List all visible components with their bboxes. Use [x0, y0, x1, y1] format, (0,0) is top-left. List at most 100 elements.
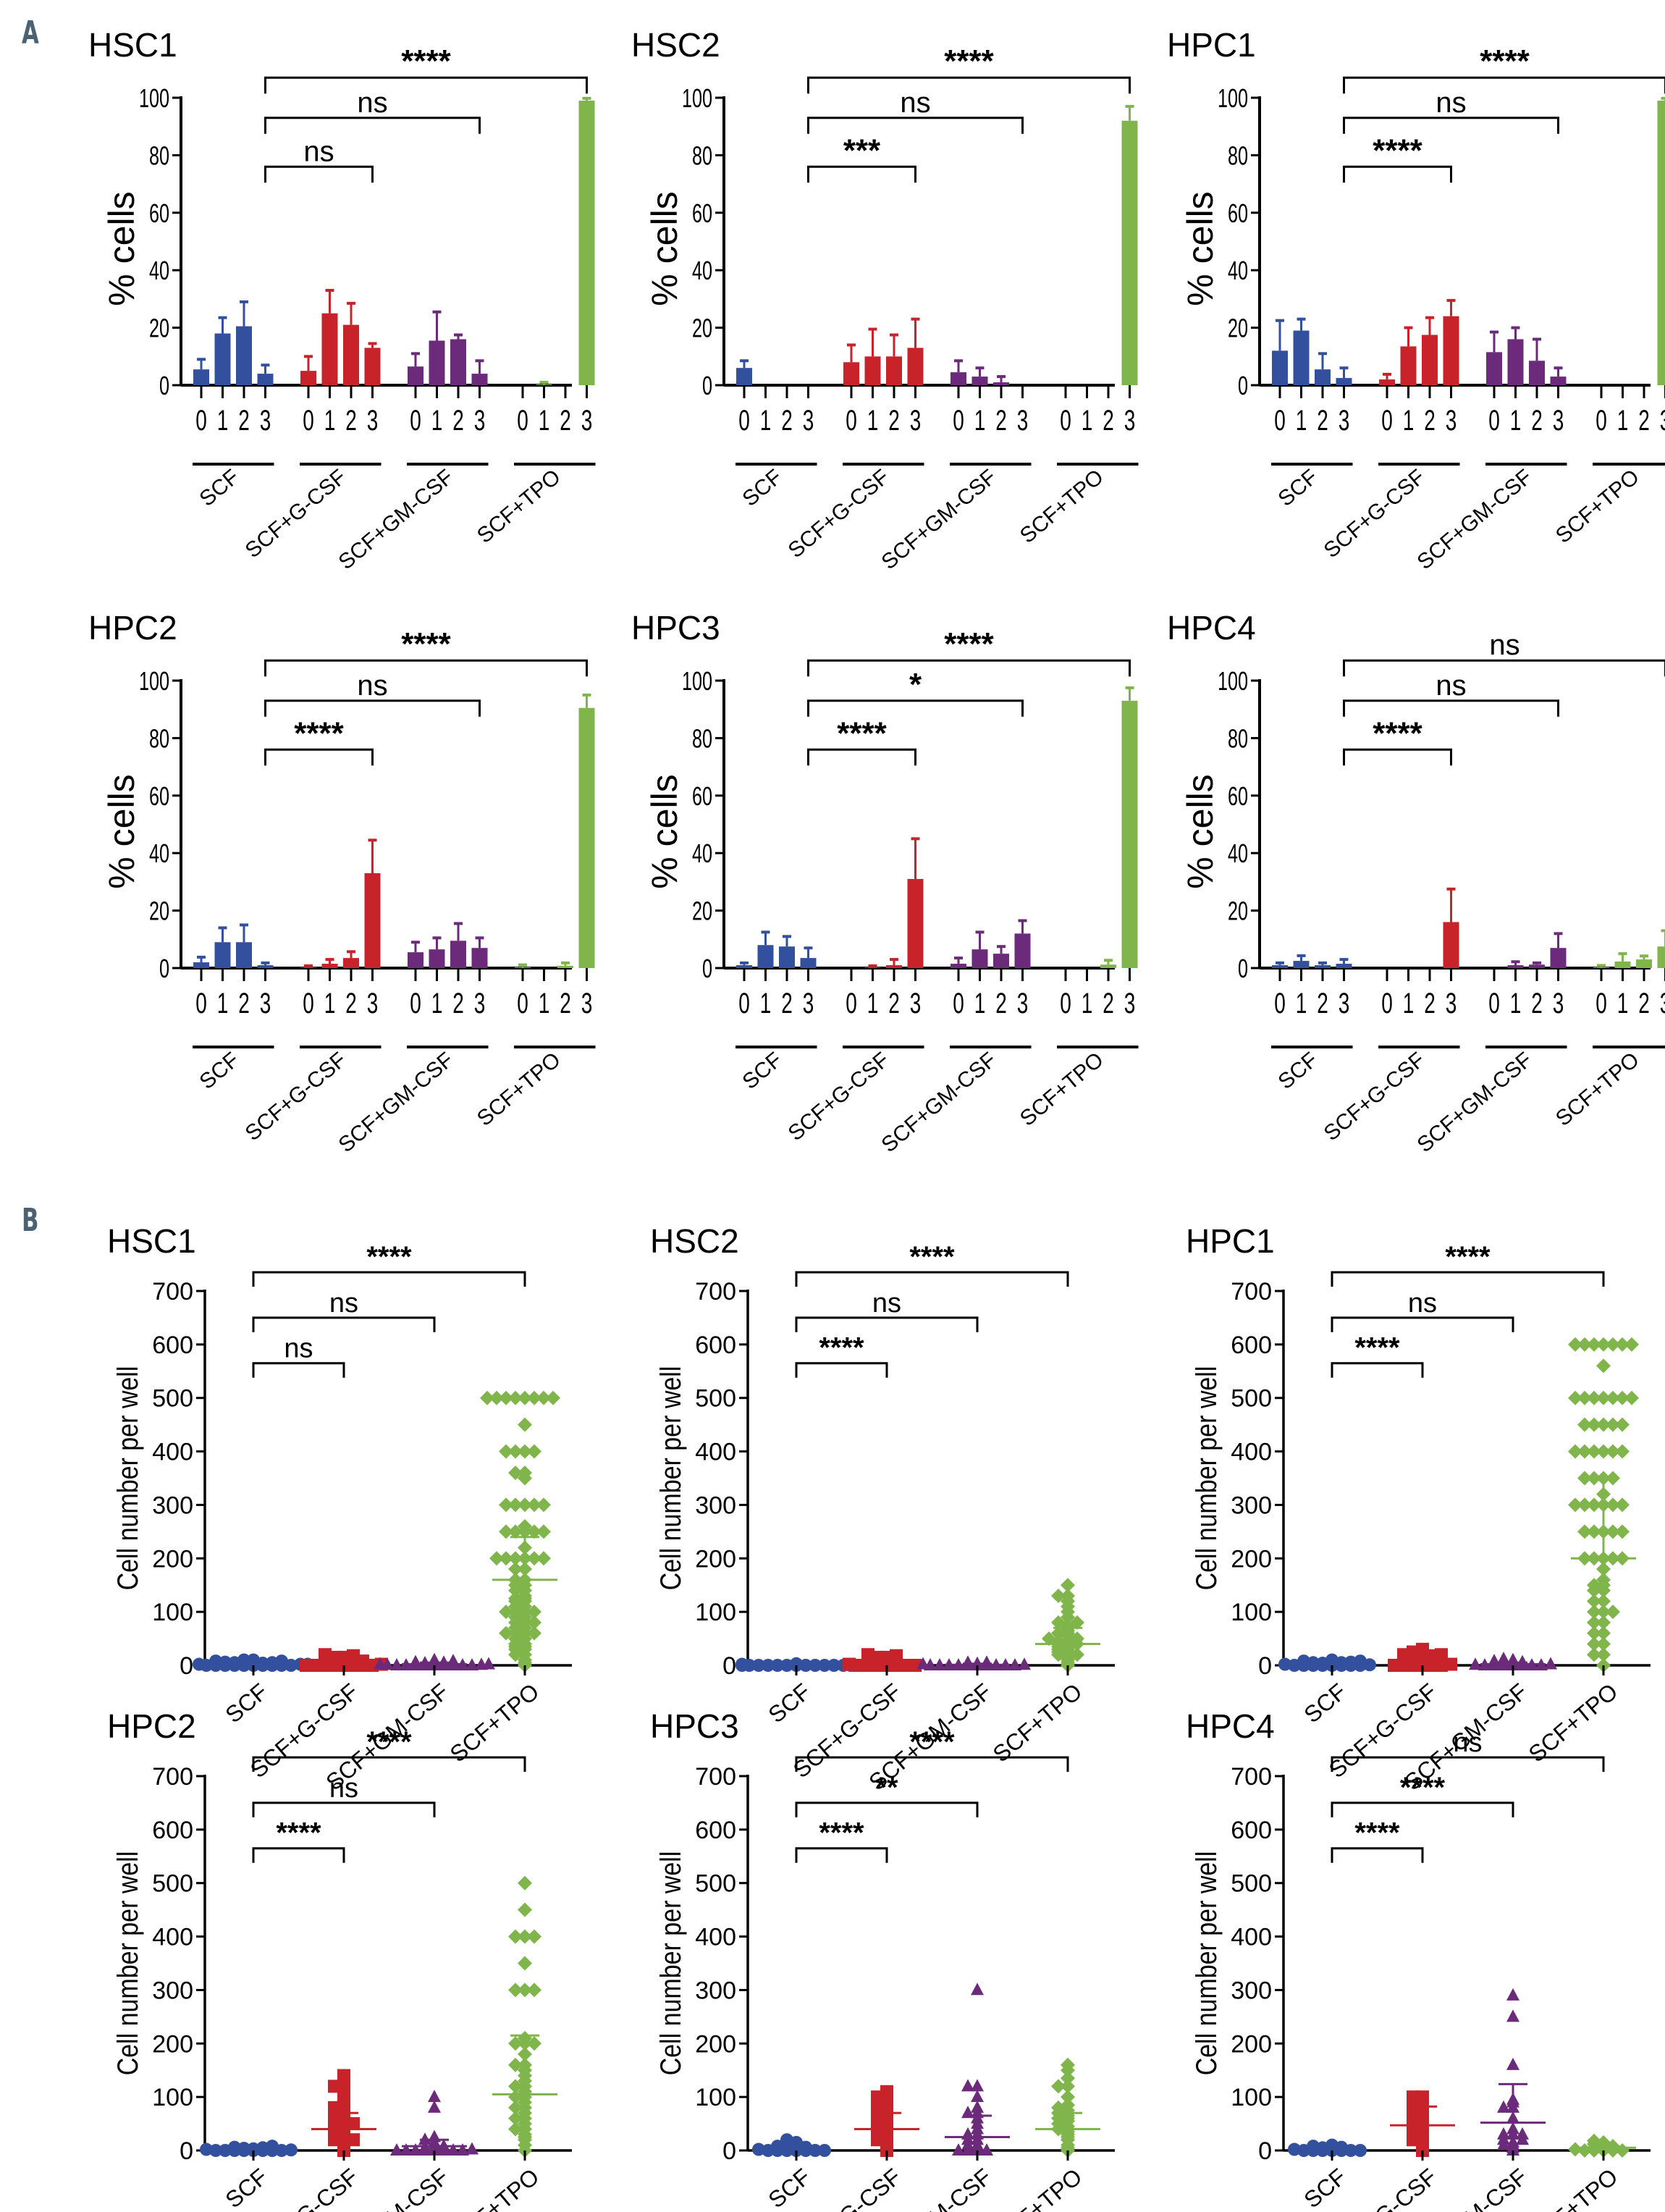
y-tick-label: 80: [692, 724, 712, 754]
x-tick-label: 1: [431, 405, 443, 437]
data-point: [1615, 1524, 1630, 1539]
data-point: [1061, 2071, 1075, 2086]
y-axis-label: % cells: [101, 191, 142, 306]
significance-bracket: [807, 699, 1024, 717]
data-point: [1497, 1652, 1510, 1665]
bar: [971, 377, 988, 385]
y-tick-label: 400: [152, 1439, 193, 1466]
x-tick-label: 1: [539, 405, 550, 437]
data-point: [1577, 1524, 1592, 1539]
significance-label: ****: [909, 1241, 955, 1273]
data-point: [456, 2143, 469, 2156]
x-tick-label: 0: [953, 988, 964, 1019]
bar: [1593, 967, 1609, 968]
x-tick-label: SCF: [1299, 2163, 1351, 2212]
x-tick-label: 1: [760, 988, 772, 1019]
data-point: [1008, 1658, 1021, 1670]
significance-label: ****: [1373, 715, 1422, 751]
x-tick-label: 3: [1124, 988, 1136, 1019]
y-tick-label: 40: [149, 839, 169, 869]
y-tick-label: 40: [149, 256, 169, 286]
x-tick-label: 3: [910, 988, 922, 1019]
y-tick-label: 40: [1228, 839, 1248, 869]
significance-bracket: [795, 1316, 979, 1332]
bar: [1293, 330, 1310, 385]
x-tick-label: 3: [474, 405, 486, 437]
chart-title: HPC1: [1186, 1222, 1275, 1260]
bar: [214, 942, 231, 968]
bar: [843, 362, 859, 385]
x-tick-label: 3: [581, 405, 593, 437]
x-tick-label: 0: [846, 405, 857, 437]
data-point: [1587, 1497, 1601, 1513]
y-tick-label: 600: [695, 1332, 736, 1359]
data-point: [1506, 2057, 1519, 2070]
x-tick-label: 1: [974, 988, 986, 1019]
data-point: [1624, 1337, 1639, 1352]
x-tick-label: 0: [738, 405, 750, 437]
y-tick-label: 600: [152, 1817, 193, 1844]
data-point: [1596, 1594, 1611, 1609]
data-point: [1596, 1572, 1611, 1587]
data-point: [536, 1390, 551, 1405]
y-tick-label: 400: [695, 1924, 736, 1951]
data-point: [337, 2090, 350, 2104]
bar: [578, 707, 595, 968]
y-tick-label: 100: [1218, 84, 1248, 114]
bar: [1014, 933, 1031, 968]
significance-label: **: [875, 1772, 898, 1804]
significance-bracket: [252, 1271, 526, 1287]
bar: [1486, 352, 1502, 385]
data-point: [1568, 2142, 1582, 2157]
data-point: [527, 1982, 541, 1998]
significance-label: ns: [1436, 87, 1466, 119]
y-tick-label: 0: [180, 2137, 193, 2165]
data-point: [418, 2132, 431, 2145]
data-point: [1416, 1642, 1429, 1656]
x-tick-label: 2: [1638, 405, 1650, 437]
data-point: [1596, 1358, 1611, 1374]
x-tick-label: 1: [217, 405, 229, 437]
panel-letter-a: A: [22, 14, 39, 51]
significance-label: ****: [401, 43, 451, 79]
data-point: [518, 1465, 532, 1481]
significance-bracket: [252, 1756, 526, 1772]
significance-bracket: [264, 165, 374, 183]
x-tick-label: 1: [431, 988, 443, 1019]
bar: [214, 333, 231, 385]
y-axis-label: % cells: [1180, 191, 1221, 306]
significance-label: ns: [900, 87, 930, 119]
group-label: SCF+G-CSF: [1320, 465, 1430, 563]
data-point: [1596, 1444, 1611, 1459]
x-tick-label: 1: [1296, 988, 1307, 1019]
x-tick-label: SCF+TPO: [445, 2163, 544, 2212]
data-point: [499, 1551, 513, 1566]
x-tick-label: 1: [1403, 988, 1415, 1019]
bar: [736, 965, 752, 968]
significance-bracket: [1343, 76, 1665, 94]
y-tick-label: 600: [695, 1817, 736, 1844]
data-point: [861, 1648, 874, 1662]
data-point: [508, 1497, 523, 1513]
data-point: [1061, 2090, 1075, 2105]
data-point: [1587, 1594, 1601, 1609]
x-tick-label: 2: [1317, 988, 1328, 1019]
y-tick-label: 40: [1228, 256, 1248, 286]
data-point: [536, 1497, 551, 1513]
significance-label: ****: [1354, 1332, 1400, 1364]
data-point: [1506, 2009, 1519, 2022]
y-tick-label: 300: [1231, 1492, 1272, 1519]
data-point: [1407, 2090, 1420, 2104]
data-point: [527, 1524, 541, 1539]
bar: [300, 967, 316, 968]
y-tick-label: 40: [692, 256, 712, 286]
data-point: [518, 1982, 532, 1998]
bar: [1121, 700, 1138, 968]
y-tick-label: 700: [1231, 1763, 1272, 1791]
bar: [515, 967, 531, 968]
data-point: [1606, 1337, 1620, 1352]
y-tick-label: 700: [695, 1763, 736, 1791]
data-point: [1516, 2127, 1529, 2140]
data-point: [1070, 1615, 1084, 1630]
